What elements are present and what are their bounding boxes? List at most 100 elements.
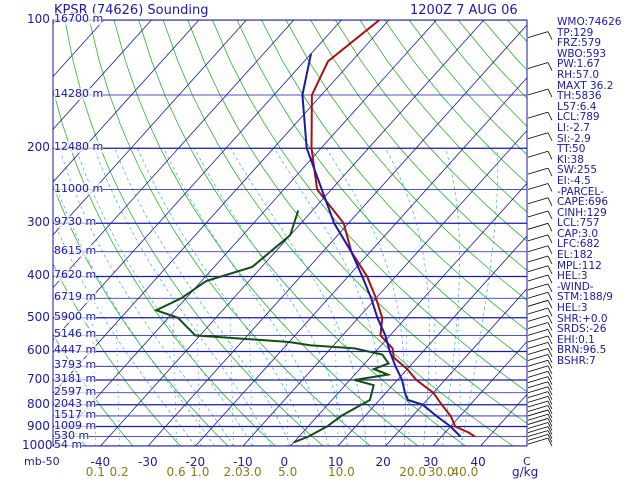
sounding-index: FRZ:579 [557, 37, 602, 50]
wind-barb-flag [547, 396, 553, 405]
wind-barb-flag [547, 381, 553, 390]
wind-barb [527, 31, 549, 39]
temperature-tick-label: 10 [328, 455, 344, 469]
dry-adiabat [334, 20, 527, 242]
x-min-label: mb-50 [24, 455, 60, 468]
wind-barb [527, 354, 549, 361]
dry-adiabat [162, 20, 514, 446]
isotherm [384, 288, 527, 446]
pressure-tick-label: 700 [27, 372, 50, 386]
sounding-index: TP:129 [557, 26, 594, 39]
height-label: 54 m [54, 438, 83, 451]
wind-barb-flag [547, 430, 553, 439]
sounding-index: HEL:3 [557, 270, 588, 283]
wind-barb [527, 413, 549, 421]
height-label: 11000 m [54, 181, 104, 195]
wind-barb-flag [547, 322, 553, 331]
wind-barb [527, 359, 549, 367]
dry-adiabat [53, 333, 134, 446]
wind-barb [527, 409, 549, 417]
height-label: 3181 m [54, 372, 97, 385]
height-label: 6719 m [54, 290, 97, 304]
wind-barb [527, 400, 549, 408]
wind-barb [527, 396, 549, 403]
wind-barb-flag [547, 62, 553, 71]
wind-barb-flag [547, 283, 553, 293]
dry-adiabat [212, 20, 527, 393]
height-label: 530 m [54, 428, 90, 442]
sounding-index: EL:182 [557, 249, 594, 262]
wind-barb [527, 222, 549, 230]
wind-barb [527, 386, 549, 394]
moist-adiabat [53, 175, 215, 446]
sounding-index: MAXT 36.2 [557, 79, 614, 92]
wind-barb-flag [547, 405, 553, 414]
wind-barb-flag [547, 111, 553, 121]
wind-barb [527, 381, 549, 389]
moist-adiabat [230, 148, 367, 446]
wind-barb-flag [547, 234, 553, 244]
dry-adiabat [285, 20, 527, 301]
sounding-index: SHR:+0.0 [557, 312, 608, 325]
height-label: 9730 m [54, 215, 97, 229]
wind-barb [527, 245, 549, 253]
sounding-index: HEL:3 [557, 302, 588, 315]
wind-barb-flag [547, 292, 553, 301]
mixing-ratio-tick-label: 3.0 [242, 465, 262, 479]
sounding-index: WBO:593 [557, 47, 607, 60]
sounding-index: MPL:112 [557, 259, 602, 272]
height-label: 1517 m [54, 407, 97, 421]
wind-barb-flag [547, 183, 553, 192]
wind-barb [527, 167, 549, 175]
sounding-index: STM:188/9 [557, 291, 613, 304]
pressure-tick-label: 300 [27, 215, 50, 230]
wind-barb [527, 365, 549, 373]
sounding-index: EHI:0.1 [557, 333, 595, 346]
mixing-ratio-tick-label: 1.0 [190, 465, 210, 479]
wind-barb-flag [547, 88, 553, 98]
mixing-ratio-tick-label: 40.0 [451, 465, 479, 479]
isotherm [0, 20, 9, 455]
wind-barb-flag [547, 414, 553, 423]
sounding-index: TH:5836 [557, 90, 602, 103]
sounding-index: LFC:682 [557, 238, 600, 251]
sounding-index: -PARCEL- [557, 185, 604, 198]
isotherm [194, 77, 527, 446]
wind-barb [527, 255, 549, 263]
mixing-ratio-tick-label: 0.1 [85, 465, 105, 479]
moist-adiabat [385, 148, 430, 446]
wind-barb-flag [547, 365, 553, 375]
wind-barb [527, 183, 549, 190]
wind-barb-flag [547, 300, 553, 309]
pressure-tick-label: 100 [27, 12, 50, 26]
isotherm [53, 20, 200, 183]
wind-barb-flag [547, 360, 553, 369]
height-label: 1009 m [54, 418, 97, 432]
wind-barb-flag [547, 335, 553, 345]
height-label: 16700 m [54, 12, 104, 25]
temperature-tick-label: -10 [233, 455, 253, 469]
wind-barb [527, 335, 549, 343]
wind-barb [527, 348, 549, 355]
dry-adiabat [138, 20, 467, 446]
temperature-trace [310, 20, 476, 438]
pressure-tick-label: 600 [27, 343, 50, 358]
height-label: 5146 m [54, 327, 97, 341]
height-label: 2597 m [54, 384, 97, 398]
parcel-trace [301, 53, 462, 438]
chart-datetime: 1200Z 7 AUG 06 [410, 3, 518, 18]
temperature-tick-label: -40 [90, 455, 111, 469]
temperature-tick-label: 0 [280, 455, 289, 469]
wind-barb [527, 376, 549, 384]
wind-barb-flag [547, 371, 553, 380]
wind-barb-flag [547, 409, 553, 419]
wind-barb [527, 111, 549, 119]
wind-barb [527, 437, 549, 445]
sounding-index: LCL:757 [557, 217, 600, 230]
mixing-ratio-tick-label: 30.0 [427, 465, 455, 479]
wind-barb [527, 307, 549, 315]
wind-barb [527, 234, 549, 242]
dry-adiabat [53, 86, 277, 446]
wind-barb [527, 418, 549, 425]
wind-barb-flag [547, 426, 553, 435]
